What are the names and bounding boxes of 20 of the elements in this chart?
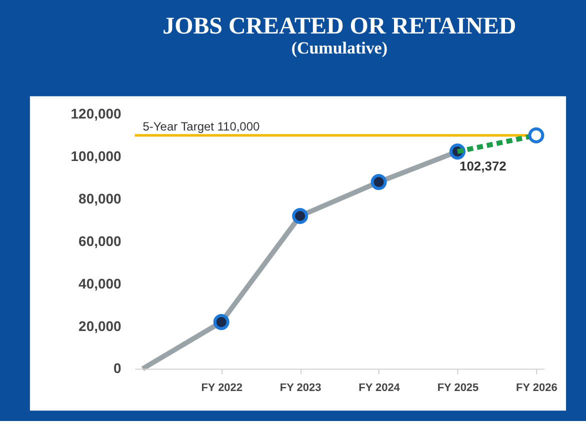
point	[213, 314, 230, 330]
y-tick-label: 40,000	[78, 275, 122, 292]
y-tick-label: 80,000	[78, 190, 122, 207]
y-tick-label: 0	[114, 360, 122, 376]
y-tick-label: 120,000	[70, 106, 122, 122]
point	[528, 127, 544, 144]
y-tick-label: 100,000	[70, 148, 122, 164]
point	[292, 208, 308, 224]
point	[370, 174, 387, 190]
x-tick-label: FY 2026	[516, 382, 558, 394]
data-label: 102,372	[459, 158, 506, 174]
x-tick-label: FY 2023	[280, 382, 322, 394]
x-tick-label: FY 2025	[437, 382, 479, 394]
chart-title: JOBS CREATED OR RETAINED	[162, 13, 516, 40]
y-tick-label: 20,000	[78, 318, 122, 334]
y-tick-label: 60,000	[78, 232, 122, 249]
chart-subtitle: (Cumulative)	[291, 38, 388, 58]
x-tick-label: FY 2024	[358, 382, 401, 394]
x-tick-label: FY 2022	[201, 382, 242, 394]
ref-line-label: 5-Year Target 110,000	[142, 119, 260, 134]
